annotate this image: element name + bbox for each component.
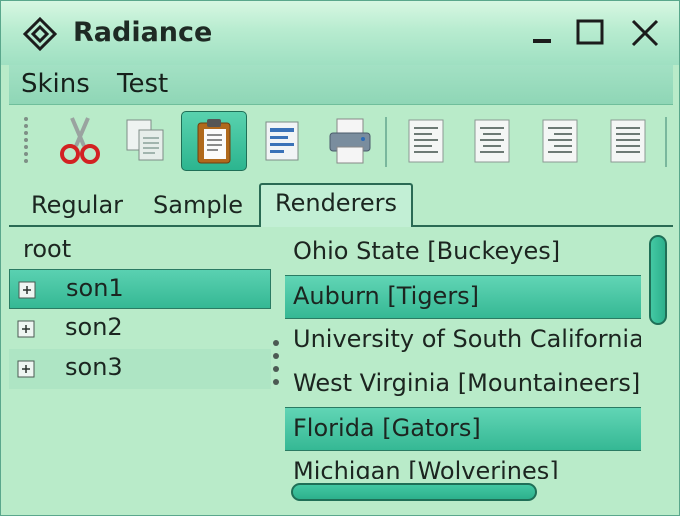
align-justify-button[interactable] <box>595 111 661 171</box>
tree-node-son3[interactable]: son3 <box>9 349 271 389</box>
tab-sample[interactable]: Sample <box>153 191 243 219</box>
list-view[interactable]: Ohio State [Buckeyes] Auburn [Tigers] Un… <box>285 229 641 479</box>
align-justify-icon <box>610 119 646 163</box>
tree-node-label: son2 <box>65 313 123 341</box>
minimize-icon[interactable] <box>525 17 561 51</box>
print-icon <box>329 118 371 164</box>
cut-icon <box>60 117 100 164</box>
align-center-icon <box>474 119 510 163</box>
tab-renderers[interactable]: Renderers <box>259 183 414 227</box>
toolbar <box>9 105 673 175</box>
list-item[interactable]: Ohio State [Buckeyes] <box>293 237 561 265</box>
window-title: Radiance <box>73 17 213 48</box>
menu-test[interactable]: Test <box>117 69 169 99</box>
cut-button[interactable] <box>47 111 113 171</box>
align-right-button[interactable] <box>527 111 593 171</box>
toolbar-separator <box>665 117 667 167</box>
tree-node-label: son1 <box>66 274 124 302</box>
tab-content: root son1 son2 son <box>9 227 673 509</box>
menu-skins[interactable]: Skins <box>21 69 90 99</box>
list-item[interactable]: Auburn [Tigers] <box>285 275 641 319</box>
tree-root[interactable]: root <box>23 235 72 263</box>
copy-button[interactable] <box>113 111 179 171</box>
align-right-icon <box>542 119 578 163</box>
list-item[interactable]: West Virginia [Mountaineers] <box>293 369 641 397</box>
app-logo-icon <box>23 17 57 51</box>
paste-button[interactable] <box>181 111 247 171</box>
toolbar-separator <box>385 117 387 167</box>
align-left-button[interactable] <box>393 111 459 171</box>
title-bar[interactable]: Radiance <box>1 1 679 65</box>
find-button[interactable] <box>249 111 315 171</box>
list-item[interactable]: University of South California | <box>293 325 641 353</box>
splitter-handle-icon[interactable] <box>271 337 281 393</box>
align-center-button[interactable] <box>459 111 525 171</box>
tree-node-son2[interactable]: son2 <box>9 309 271 349</box>
maximize-icon[interactable] <box>573 17 609 51</box>
tree-view: root son1 son2 son <box>9 227 273 509</box>
list-item[interactable]: Michigan [Wolverines] <box>293 457 559 479</box>
horizontal-scrollbar-thumb[interactable] <box>291 483 537 501</box>
tree-node-son1[interactable]: son1 <box>9 269 271 309</box>
expand-icon[interactable] <box>17 320 35 338</box>
list-item[interactable]: Florida [Gators] <box>285 407 641 451</box>
copy-icon <box>126 119 164 161</box>
toolbar-grip-icon[interactable] <box>21 115 31 167</box>
expand-icon[interactable] <box>18 281 36 299</box>
align-left-icon <box>408 119 444 163</box>
tab-regular[interactable]: Regular <box>31 191 124 219</box>
close-icon[interactable] <box>627 17 663 51</box>
find-icon <box>265 121 299 161</box>
tab-bar: Regular Sample Renderers <box>9 179 673 227</box>
expand-icon[interactable] <box>17 360 35 378</box>
vertical-scrollbar-thumb[interactable] <box>649 235 667 325</box>
menu-bar: Skins Test <box>9 65 673 105</box>
print-button[interactable] <box>317 111 383 171</box>
tree-node-label: son3 <box>65 353 123 381</box>
paste-icon <box>197 119 231 164</box>
